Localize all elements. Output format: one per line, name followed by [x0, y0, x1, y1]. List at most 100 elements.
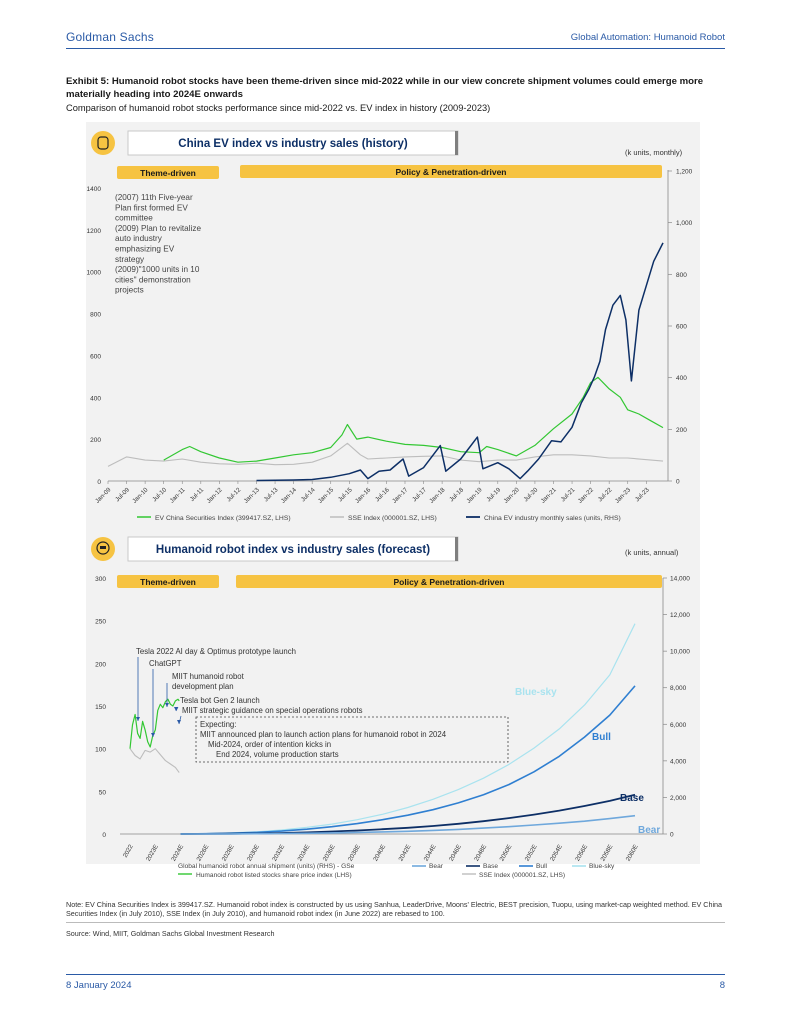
chart2-scenario-label: Blue-sky [515, 687, 557, 698]
chart2-x-tick: 2048E [473, 844, 488, 863]
chart1-banner-theme-bg [117, 166, 219, 179]
chart1-y-left-tick: 600 [90, 353, 101, 360]
report-title: Global Automation: Humanoid Robot [570, 32, 725, 43]
chart1-y-left-tick: 800 [90, 312, 101, 319]
chart2-y-left-tick: 100 [95, 747, 106, 754]
chart2-annotation: Tesla 2022 AI day & Optimus prototype la… [136, 647, 296, 656]
chart1-banner-theme: Theme-driven [140, 168, 196, 178]
chart2-y-left-tick: 50 [99, 789, 107, 796]
chart2-annotation: MIIT humanoid robot [172, 672, 245, 681]
chart1-y-left-tick: 0 [97, 479, 101, 486]
chart1-x-tick: Jan-22 [577, 486, 596, 505]
chart2-annotation: Tesla bot Gen 2 launch [180, 696, 260, 705]
chart1-x-tick: Jul-10 [151, 486, 168, 503]
chart1-x-tick: Jan-20 [502, 486, 521, 505]
chart1-banner-policy: Policy & Penetration-driven [396, 167, 507, 177]
chart1-legend-label: SSE Index (000001.SZ, LHS) [348, 515, 437, 522]
chart1-x-tick: Jan-16 [354, 486, 373, 505]
chart2-x-tick: 2060E [625, 844, 640, 863]
chart1-x-tick: Jul-23 [634, 486, 651, 503]
footnote: Note: EV China Securities Index is 39941… [66, 900, 723, 918]
chart2-arrow-head [136, 717, 140, 721]
chart2-x-tick: 2028E [221, 844, 236, 863]
chart2-y-right-tick: 6,000 [670, 722, 687, 729]
chart1-x-tick: Jan-23 [614, 486, 633, 505]
chart2-expecting-box [195, 716, 509, 763]
chart2-x-tick: 2058E [599, 844, 614, 863]
chart2-y-right-tick: 14,000 [670, 576, 690, 583]
chart1-y-right-tick: 1,200 [676, 169, 693, 176]
chart1-x-tick: Jan-10 [131, 486, 150, 505]
chart1-x-tick: Jul-13 [263, 486, 280, 503]
chart1-title: China EV index vs industry sales (histor… [178, 138, 408, 150]
chart1-x-tick: Jul-17 [411, 486, 428, 503]
chart2-base-line [180, 793, 636, 835]
chart2-banner-policy: Policy & Penetration-driven [394, 577, 505, 587]
chart1-x-tick: Jul-19 [485, 486, 502, 503]
chart1-x-tick: Jul-09 [114, 486, 131, 503]
car-icon-body [97, 136, 109, 150]
chart1-x-tick: Jan-15 [317, 486, 336, 505]
chart2-x-tick: 2046E [448, 844, 463, 863]
chart2-x-tick: 2034E [296, 844, 311, 863]
chart1-x-tick: Jul-18 [448, 486, 465, 503]
chart2-x-tick: 2022 [122, 843, 135, 859]
chart1-sse-line [107, 442, 664, 467]
chart2-x-tick: 2026E [195, 844, 210, 863]
chart2-legend-label: Bear [429, 863, 444, 870]
source-line: Source: Wind, MIIT, Goldman Sachs Global… [66, 929, 275, 938]
chart1-banner-policy-bg [240, 165, 662, 178]
footer-date: 8 January 2024 [66, 980, 132, 991]
chart2-y-right-tick: 4,000 [670, 758, 687, 765]
chart1-y-right-tick: 200 [676, 427, 687, 434]
chart2-y-right-tick: 8,000 [670, 685, 687, 692]
chart1-x-tick: Jul-11 [189, 486, 206, 503]
chart2-legend-label: Blue-sky [589, 863, 615, 870]
chart2-legend-label: Base [483, 863, 498, 870]
chart2-x-tick: 2044E [423, 844, 438, 863]
chart2-x-tick: 2032E [271, 844, 286, 863]
chart1-y-left-tick: 1000 [87, 270, 102, 277]
chart1-x-tick: Jan-09 [94, 486, 113, 505]
chart1-ev-index-line [163, 376, 664, 463]
chart1-y-left-tick: 1200 [87, 228, 102, 235]
chart2-arrow-head [165, 703, 169, 707]
exhibit-title: Exhibit 5: Humanoid robot stocks have be… [66, 76, 704, 100]
chart2-expecting-line: MIIT announced plan to launch action pla… [200, 730, 447, 739]
chart2-x-tick: 2040E [372, 844, 387, 863]
robot-icon-head [96, 541, 110, 555]
chart2-y-right-tick: 2,000 [670, 795, 687, 802]
chart2-annotation: MIIT strategic guidance on special opera… [182, 706, 363, 715]
chart1-x-tick: Jan-12 [205, 486, 224, 505]
chart2-legend-label: SSE Index (000001.SZ, LHS) [479, 872, 565, 879]
chart-panel [86, 122, 700, 864]
chart1-x-tick: Jan-18 [428, 486, 447, 505]
chart2-expecting-line: Mid-2024, order of intention kicks in [208, 740, 331, 749]
chart2-x-tick: 2030E [246, 844, 261, 863]
chart1-annotation-line: cities" demonstration [115, 275, 191, 284]
chart2-x-tick: 2054E [549, 844, 564, 863]
chart2-scenario-label: Base [620, 793, 644, 804]
chart1-y-right-tick: 800 [676, 272, 687, 279]
chart2-title: Humanoid robot index vs industry sales (… [156, 544, 430, 556]
chart2-banner-theme: Theme-driven [140, 577, 196, 587]
chart2-arrow-head [174, 707, 178, 711]
chart1-y-left-tick: 400 [90, 395, 101, 402]
chart1-annotation-line: committee [115, 214, 153, 223]
chart1-title-box-edge [455, 131, 458, 155]
chart2-x-tick: 2042E [397, 844, 412, 863]
chart1-x-tick: Jan-11 [169, 486, 187, 504]
chart1-x-tick: Jul-12 [225, 486, 242, 503]
chart2-scenario-label: Bear [638, 825, 660, 836]
chart1-x-tick: Jan-19 [465, 486, 484, 505]
chart2-y-left-tick: 250 [95, 619, 106, 626]
chart1-annotation-line: auto industry [115, 234, 163, 243]
chart2-bull-line [180, 685, 636, 835]
chart1-x-tick: Jul-16 [374, 486, 391, 503]
chart2-scenario-label: Bull [592, 732, 611, 743]
chart2-robot-index-line [129, 698, 180, 749]
chart2-y-right-tick: 0 [670, 832, 674, 839]
chart2-arrow-head [151, 733, 155, 737]
chart1-legend-label: EV China Securities Index (399417.SZ, LH… [155, 515, 291, 522]
chart1-annotation-line: projects [115, 286, 144, 295]
